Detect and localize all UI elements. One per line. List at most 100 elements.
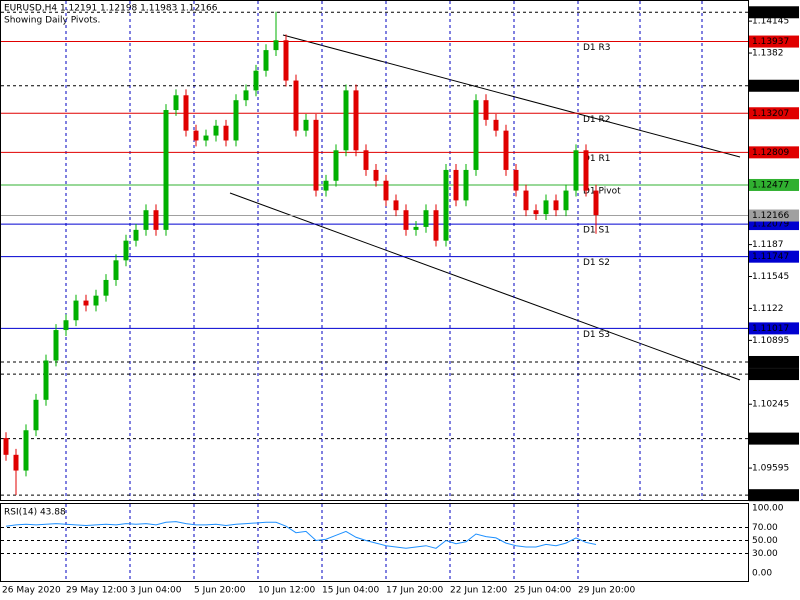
candle-body: [453, 169, 459, 201]
rsi-title: RSI(14) 43.88: [4, 508, 66, 518]
candle-body: [473, 100, 479, 170]
pivot-label: D1 R2: [583, 115, 611, 125]
candle-body: [353, 90, 359, 151]
price-box: [749, 79, 799, 92]
price-label: 1.10552: [752, 370, 789, 380]
candle-body: [233, 100, 239, 141]
price-box: [749, 432, 799, 445]
y-tick-label: 1.1122: [752, 304, 784, 314]
pivot-price-label: 1.12477: [752, 180, 789, 190]
candle-body: [153, 210, 159, 230]
candle-body: [373, 169, 379, 181]
candle-body: [13, 454, 19, 471]
pivot-label: D1 S2: [583, 258, 610, 268]
candle-body: [93, 295, 99, 306]
candle-body: [283, 40, 289, 81]
price-label: 1.10675: [752, 357, 789, 367]
price-box: [749, 6, 799, 19]
candle-body: [73, 300, 79, 321]
candle-body: [503, 130, 509, 170]
candle-body: [63, 320, 69, 331]
y-tick-label: 1.1187: [752, 240, 784, 250]
candle-body: [393, 200, 399, 211]
y-tick-label: 1.11545: [752, 272, 789, 282]
rsi-line: [5, 521, 597, 549]
price-label: 1.14235: [752, 8, 789, 18]
price-box: [749, 355, 799, 368]
candle-body: [513, 169, 519, 191]
candle-body: [333, 150, 339, 181]
rsi-tick-label: 50.00: [752, 536, 778, 546]
candle-body: [403, 210, 409, 230]
chart-title: EURUSD,H4 1.12191 1.12198 1.11983 1.1216…: [4, 4, 218, 14]
x-tick-label: 17 Jun 20:00: [386, 586, 443, 596]
y-tick-label: 1.10245: [752, 400, 789, 410]
candle-body: [83, 300, 89, 306]
candle-body: [113, 260, 119, 280]
x-tick-label: 22 Jun 12:00: [450, 586, 507, 596]
rsi-tick-label: 100.00: [752, 504, 784, 514]
candle-body: [343, 90, 349, 151]
candle-body: [313, 119, 319, 191]
pivot-price-box: [749, 146, 799, 159]
candle-body: [553, 200, 559, 211]
candle-body: [43, 360, 49, 400]
candle-body: [253, 70, 259, 91]
rsi-tick-label: 0.00: [752, 569, 772, 579]
candle-body: [223, 125, 229, 141]
price-label: 1.09895: [752, 434, 789, 444]
x-tick-label: 15 Jun 04:00: [322, 586, 379, 596]
pivot-price-box: [749, 35, 799, 48]
pivot-label: D1 S3: [583, 330, 610, 340]
candle-body: [183, 95, 189, 131]
pivot-price-label: 1.13207: [752, 109, 789, 119]
candle-body: [413, 226, 419, 230]
candle-body: [543, 200, 549, 215]
candle-body: [173, 95, 179, 111]
trend-line: [282, 34, 741, 158]
x-tick-label: 26 May 2020: [2, 586, 61, 596]
x-tick-label: 29 May 12:00: [66, 586, 128, 596]
candle-body: [523, 190, 529, 211]
candle-body: [303, 119, 309, 131]
pivot-price-box: [749, 322, 799, 335]
candle-body: [433, 210, 439, 241]
candle-body: [493, 119, 499, 131]
rsi-tick-label: 70.00: [752, 523, 778, 533]
candle-body: [263, 50, 269, 71]
candle-body: [563, 190, 569, 211]
pivot-label: D1 Pivot: [583, 186, 621, 196]
candle-body: [583, 150, 589, 191]
candle-body: [293, 80, 299, 131]
candle-body: [203, 135, 209, 141]
candle-body: [573, 150, 579, 191]
rsi-panel: [0, 503, 749, 582]
candle-body: [103, 279, 109, 296]
candle-body: [593, 190, 599, 216]
price-label: 1.09319: [752, 491, 789, 501]
candle-body: [533, 210, 539, 215]
candle-body: [133, 229, 139, 241]
candle-body: [123, 240, 129, 261]
pivot-label: D1 R1: [583, 154, 611, 164]
pivot-price-box: [749, 107, 799, 120]
candle-body: [443, 169, 449, 241]
candle-body: [143, 210, 149, 230]
candle-body: [213, 125, 219, 136]
bid-label: 1.12166: [752, 211, 789, 221]
candle-body: [363, 150, 369, 170]
pivot-price-box: [749, 178, 799, 191]
price-label: 1.13487: [752, 81, 789, 91]
x-tick-label: 10 Jun 12:00: [258, 586, 315, 596]
candle-body: [3, 438, 9, 455]
candle-body: [463, 169, 469, 201]
candle-body: [53, 330, 59, 361]
candle-body: [193, 130, 199, 141]
candle-body: [383, 180, 389, 201]
pivot-price-box: [749, 250, 799, 263]
candle-body: [273, 40, 279, 51]
x-tick-label: 5 Jun 20:00: [194, 586, 246, 596]
price-box: [749, 489, 799, 502]
